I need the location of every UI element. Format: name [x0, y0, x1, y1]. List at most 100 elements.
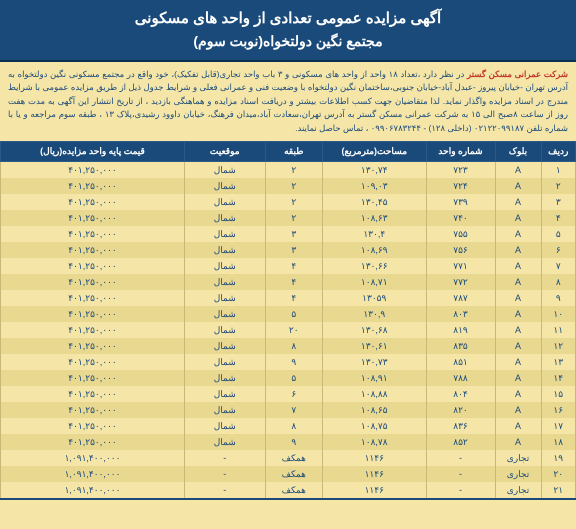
cell-r: ۱۶	[541, 402, 576, 418]
cell-area: ۱۰۸,۹۱	[323, 370, 427, 386]
cell-area: ۱۰۸,۶۵	[323, 402, 427, 418]
cell-r: ۱۴	[541, 370, 576, 386]
cell-unit: ۸۳۶	[426, 418, 495, 434]
cell-price: ۴۰۱,۲۵۰,۰۰۰	[1, 386, 185, 402]
cell-floor: ۵	[265, 306, 323, 322]
table-row: ۵A۷۵۵۱۳۰,۴۳شمال۴۰۱,۲۵۰,۰۰۰	[1, 226, 576, 242]
cell-price: ۱,۰۹۱,۴۰۰,۰۰۰	[1, 466, 185, 482]
cell-floor: ۸	[265, 418, 323, 434]
cell-dir: شمال	[185, 402, 266, 418]
cell-area: ۱۳۰,۹	[323, 306, 427, 322]
col-block: بلوک	[495, 142, 541, 162]
cell-r: ۱	[541, 162, 576, 179]
cell-r: ۲	[541, 178, 576, 194]
cell-unit: ۸۱۹	[426, 322, 495, 338]
cell-r: ۲۱	[541, 482, 576, 499]
cell-r: ۹	[541, 290, 576, 306]
title-line-1: آگهی مزایده عمومی تعدادی از واحد های مسک…	[4, 8, 572, 31]
col-floor: طبقه	[265, 142, 323, 162]
cell-dir: شمال	[185, 418, 266, 434]
cell-area: ۱۱۴۶	[323, 450, 427, 466]
table-body: ۱A۷۲۳۱۳۰,۷۴۲شمال۴۰۱,۲۵۰,۰۰۰۲A۷۲۴۱۰۹,۰۳۲ش…	[1, 162, 576, 500]
cell-dir: شمال	[185, 386, 266, 402]
cell-area: ۱۰۹,۰۳	[323, 178, 427, 194]
cell-unit: ۸۰۳	[426, 306, 495, 322]
cell-block: A	[495, 338, 541, 354]
cell-price: ۴۰۱,۲۵۰,۰۰۰	[1, 162, 185, 179]
cell-dir: شمال	[185, 338, 266, 354]
auction-header: آگهی مزایده عمومی تعدادی از واحد های مسک…	[0, 0, 576, 62]
cell-r: ۱۹	[541, 450, 576, 466]
table-row: ۴A۷۴۰۱۰۸,۶۳۲شمال۴۰۱,۲۵۰,۰۰۰	[1, 210, 576, 226]
table-row: ۱۸A۸۵۲۱۰۸,۷۸۹شمال۴۰۱,۲۵۰,۰۰۰	[1, 434, 576, 450]
cell-unit: ۷۸۸	[426, 370, 495, 386]
cell-dir: شمال	[185, 194, 266, 210]
table-row: ۳A۷۳۹۱۳۰,۴۵۲شمال۴۰۱,۲۵۰,۰۰۰	[1, 194, 576, 210]
cell-dir: شمال	[185, 258, 266, 274]
cell-unit: ۸۵۱	[426, 354, 495, 370]
cell-r: ۶	[541, 242, 576, 258]
cell-price: ۴۰۱,۲۵۰,۰۰۰	[1, 434, 185, 450]
cell-area: ۱۳۰,۶۸	[323, 322, 427, 338]
cell-unit: ۸۳۵	[426, 338, 495, 354]
cell-floor: ۴	[265, 274, 323, 290]
cell-price: ۴۰۱,۲۵۰,۰۰۰	[1, 258, 185, 274]
cell-r: ۱۷	[541, 418, 576, 434]
cell-block: A	[495, 194, 541, 210]
cell-block: تجاری	[495, 450, 541, 466]
cell-unit: ۸۵۲	[426, 434, 495, 450]
cell-floor: ۳	[265, 226, 323, 242]
cell-unit: ۷۷۱	[426, 258, 495, 274]
cell-unit: ۸۲۰	[426, 402, 495, 418]
cell-block: A	[495, 258, 541, 274]
cell-area: ۱۰۸,۷۵	[323, 418, 427, 434]
table-row: ۱۳A۸۵۱۱۳۰,۷۳۹شمال۴۰۱,۲۵۰,۰۰۰	[1, 354, 576, 370]
cell-unit: -	[426, 450, 495, 466]
table-row: ۱۱A۸۱۹۱۳۰,۶۸۲۰شمال۴۰۱,۲۵۰,۰۰۰	[1, 322, 576, 338]
cell-block: A	[495, 242, 541, 258]
cell-dir: شمال	[185, 434, 266, 450]
cell-block: A	[495, 386, 541, 402]
table-row: ۱۴A۷۸۸۱۰۸,۹۱۵شمال۴۰۱,۲۵۰,۰۰۰	[1, 370, 576, 386]
cell-dir: شمال	[185, 242, 266, 258]
cell-price: ۴۰۱,۲۵۰,۰۰۰	[1, 226, 185, 242]
cell-r: ۷	[541, 258, 576, 274]
cell-floor: ۴	[265, 258, 323, 274]
cell-block: A	[495, 210, 541, 226]
cell-block: A	[495, 274, 541, 290]
cell-area: ۱۳۰,۷۳	[323, 354, 427, 370]
cell-block: تجاری	[495, 482, 541, 499]
cell-dir: شمال	[185, 290, 266, 306]
cell-r: ۲۰	[541, 466, 576, 482]
description-block: شرکت عمرانی مسکن گستر در نظر دارد ،تعداد…	[0, 62, 576, 142]
table-row: ۱A۷۲۳۱۳۰,۷۴۲شمال۴۰۱,۲۵۰,۰۰۰	[1, 162, 576, 179]
cell-area: ۱۰۸,۸۸	[323, 386, 427, 402]
cell-dir: شمال	[185, 354, 266, 370]
cell-dir: شمال	[185, 370, 266, 386]
cell-floor: ۲	[265, 178, 323, 194]
cell-price: ۱,۰۹۱,۴۰۰,۰۰۰	[1, 482, 185, 499]
cell-unit: ۸۰۴	[426, 386, 495, 402]
cell-area: ۱۳۰,۶۶	[323, 258, 427, 274]
table-row: ۲۰تجاری-۱۱۴۶همکف-۱,۰۹۱,۴۰۰,۰۰۰	[1, 466, 576, 482]
cell-dir: شمال	[185, 306, 266, 322]
company-name: شرکت عمرانی مسکن گستر	[467, 69, 568, 79]
cell-r: ۴	[541, 210, 576, 226]
cell-floor: ۲	[265, 194, 323, 210]
cell-floor: ۳	[265, 242, 323, 258]
cell-r: ۱۸	[541, 434, 576, 450]
table-row: ۱۶A۸۲۰۱۰۸,۶۵۷شمال۴۰۱,۲۵۰,۰۰۰	[1, 402, 576, 418]
cell-price: ۴۰۱,۲۵۰,۰۰۰	[1, 370, 185, 386]
cell-area: ۱۰۸,۶۳	[323, 210, 427, 226]
cell-dir: -	[185, 466, 266, 482]
cell-unit: ۷۸۷	[426, 290, 495, 306]
cell-unit: ۷۵۵	[426, 226, 495, 242]
cell-dir: شمال	[185, 178, 266, 194]
cell-floor: همکف	[265, 466, 323, 482]
cell-area: ۱۰۸,۷۱	[323, 274, 427, 290]
cell-block: A	[495, 354, 541, 370]
col-row: ردیف	[541, 142, 576, 162]
cell-r: ۸	[541, 274, 576, 290]
col-unit: شماره واحد	[426, 142, 495, 162]
cell-block: A	[495, 322, 541, 338]
